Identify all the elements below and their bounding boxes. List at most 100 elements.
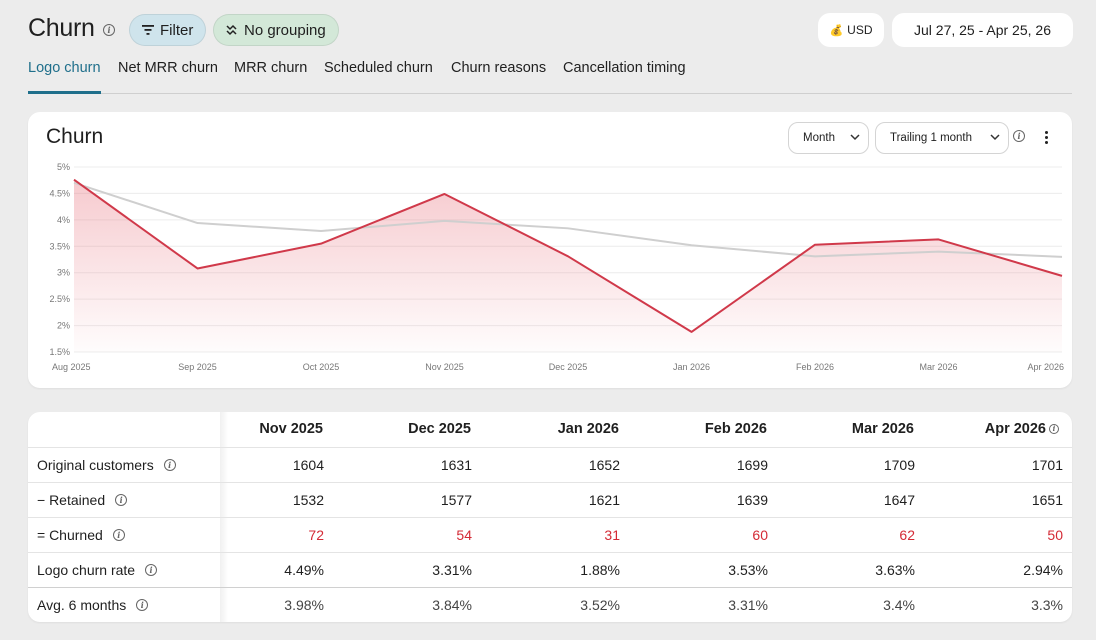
chevron-down-icon xyxy=(990,134,1000,141)
currency-button[interactable]: 💰 USD xyxy=(818,13,884,47)
info-icon[interactable]: i xyxy=(163,459,176,471)
info-icon[interactable]: i xyxy=(136,599,149,611)
trailing-select[interactable]: Trailing 1 month xyxy=(875,122,1009,154)
column-header: Nov 2025 xyxy=(259,421,323,437)
currency-label: USD xyxy=(847,23,873,37)
table-cell: 2.94% xyxy=(1023,562,1063,578)
tab-net-mrr-churn[interactable]: Net MRR churn xyxy=(118,60,218,76)
row-label: = Churned i xyxy=(37,527,125,543)
column-header: Dec 2025 xyxy=(408,421,471,437)
table-cell: 3.31% xyxy=(432,562,472,578)
table-cell: 72 xyxy=(308,527,324,543)
table-cell: 3.31% xyxy=(728,597,768,613)
header: Churn i Filter No grouping 💰 USD Jul 27,… xyxy=(28,12,1073,48)
table-cell: 3.53% xyxy=(728,562,768,578)
tab-mrr-churn[interactable]: MRR churn xyxy=(234,60,308,76)
table-cell: 1577 xyxy=(440,492,472,508)
table-row: Original customers i 1604 1631 1652 1699 … xyxy=(28,447,1072,482)
row-label: Logo churn rate i xyxy=(37,562,158,578)
x-tick-label: Oct 2025 xyxy=(303,362,340,372)
y-tick-label: 2.5% xyxy=(49,294,70,304)
x-tick-label: Dec 2025 xyxy=(549,362,588,372)
table-cell: 1652 xyxy=(588,457,620,473)
tab-scheduled-churn[interactable]: Scheduled churn xyxy=(324,60,433,76)
table-cell: 1701 xyxy=(1031,457,1063,473)
table-cell: 3.63% xyxy=(875,562,915,578)
more-vertical-icon[interactable] xyxy=(1044,131,1050,147)
churn-chart: 5% 4.5% 4% 3.5% 3% 2.5% 2% 1.5% Aug 2025 Sep 2025… xyxy=(49,162,1064,372)
series-area xyxy=(74,179,1062,352)
x-tick-label: Aug 2025 xyxy=(52,362,91,372)
table-row: Logo churn rate i 4.49% 3.31% 1.88% 3.53%… xyxy=(28,552,1072,587)
y-tick-label: 5% xyxy=(57,162,70,172)
filter-icon xyxy=(142,25,154,35)
y-tick-label: 4.5% xyxy=(49,188,70,198)
filter-button[interactable]: Filter xyxy=(129,14,207,46)
period-select-value: Month xyxy=(803,132,835,144)
table-cell: 1.88% xyxy=(580,562,620,578)
table-header-row: Nov 2025 Dec 2025 Jan 2026 Feb 2026 Mar … xyxy=(28,412,1072,447)
table-cell: 62 xyxy=(899,527,915,543)
info-icon[interactable]: i xyxy=(112,529,125,541)
filter-label: Filter xyxy=(160,21,194,39)
grouping-icon xyxy=(226,24,237,35)
tab-bar: Logo churn Net MRR churn MRR churn Sched… xyxy=(28,60,1072,94)
money-bag-icon: 💰 xyxy=(829,24,844,37)
x-tick-label: Sep 2025 xyxy=(178,362,217,372)
info-icon[interactable]: i xyxy=(115,494,128,506)
grouping-label: No grouping xyxy=(244,21,326,39)
date-range-button[interactable]: Jul 27, 25 - Apr 25, 26 xyxy=(892,13,1073,47)
churn-table: Nov 2025 Dec 2025 Jan 2026 Feb 2026 Mar … xyxy=(28,412,1072,622)
table-cell: 1532 xyxy=(292,492,324,508)
chart-title: Churn xyxy=(46,125,104,148)
tab-logo-churn[interactable]: Logo churn xyxy=(28,60,101,94)
y-tick-label: 1.5% xyxy=(49,347,70,357)
table-cell: 1639 xyxy=(736,492,768,508)
table-cell: 1651 xyxy=(1031,492,1063,508)
table-cell: 3.84% xyxy=(432,597,472,613)
row-label: Avg. 6 months i xyxy=(37,597,149,613)
column-header: Mar 2026 xyxy=(851,421,914,437)
table-cell: 1709 xyxy=(883,457,915,473)
table-row: − Retained i 1532 1577 1621 1639 1647 165… xyxy=(28,482,1072,517)
chevron-down-icon xyxy=(850,134,860,141)
table-cell: 3.3% xyxy=(1031,597,1063,613)
table-cell: 1647 xyxy=(883,492,915,508)
tab-cancellation-timing[interactable]: Cancellation timing xyxy=(563,60,686,76)
table-cell: 1604 xyxy=(292,457,324,473)
row-label: Original customers i xyxy=(37,457,176,473)
info-icon[interactable]: i xyxy=(103,24,115,36)
x-tick-label: Mar 2026 xyxy=(919,362,957,372)
y-tick-label: 4% xyxy=(57,215,70,225)
column-header: Feb 2026 xyxy=(704,421,767,437)
column-header: Jan 2026 xyxy=(557,421,619,437)
info-icon[interactable]: i xyxy=(145,564,158,576)
tab-churn-reasons[interactable]: Churn reasons xyxy=(451,60,547,76)
table-cell: 1699 xyxy=(736,457,768,473)
table-row: = Churned i 72 54 31 60 62 50 xyxy=(28,517,1072,552)
table-cell: 54 xyxy=(456,527,472,543)
trailing-select-value: Trailing 1 month xyxy=(890,132,973,144)
date-range-label: Jul 27, 25 - Apr 25, 26 xyxy=(914,22,1051,38)
column-header: Apr 2026 xyxy=(984,421,1046,437)
grouping-button[interactable]: No grouping xyxy=(213,14,339,46)
x-tick-label: Apr 2026 xyxy=(1027,362,1064,372)
table-cell: 1631 xyxy=(440,457,472,473)
x-tick-label: Jan 2026 xyxy=(673,362,710,372)
table-cell: 50 xyxy=(1047,527,1063,543)
table-cell: 31 xyxy=(604,527,620,543)
period-select[interactable]: Month xyxy=(788,122,869,154)
y-tick-label: 2% xyxy=(57,321,70,331)
y-tick-label: 3% xyxy=(57,268,70,278)
chart-card: 5% 4.5% 4% 3.5% 3% 2.5% 2% 1.5% Aug 2025 Sep 2025… xyxy=(28,112,1072,388)
table-cell: 3.4% xyxy=(883,597,915,613)
table-cell: 3.52% xyxy=(580,597,620,613)
table-cell: 4.49% xyxy=(284,562,324,578)
table-cell: 3.98% xyxy=(284,597,324,613)
table-cell: 60 xyxy=(752,527,768,543)
info-icon[interactable]: i xyxy=(1013,130,1025,142)
table-row: Avg. 6 months i 3.98% 3.84% 3.52% 3.31% 3… xyxy=(28,587,1072,622)
x-tick-label: Nov 2025 xyxy=(425,362,464,372)
info-icon[interactable]: i xyxy=(1049,424,1059,434)
table-cell: 1621 xyxy=(588,492,620,508)
